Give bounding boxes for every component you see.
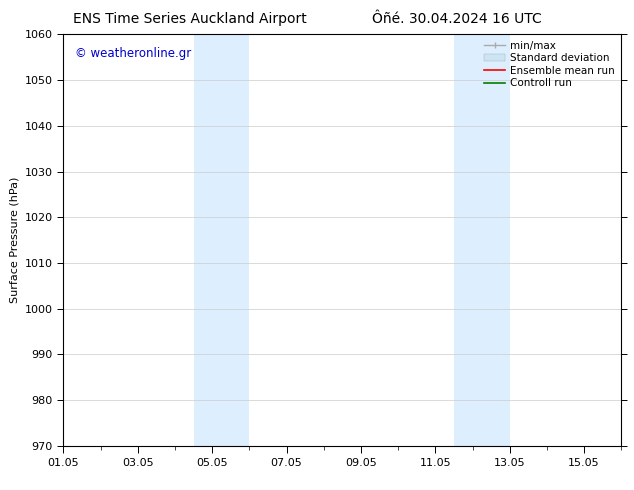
Text: © weatheronline.gr: © weatheronline.gr xyxy=(75,47,191,60)
Bar xyxy=(193,34,249,446)
Text: Ôñé. 30.04.2024 16 UTC: Ôñé. 30.04.2024 16 UTC xyxy=(372,12,541,26)
Y-axis label: Surface Pressure (hPa): Surface Pressure (hPa) xyxy=(10,177,19,303)
Bar xyxy=(454,34,510,446)
Text: ENS Time Series Auckland Airport: ENS Time Series Auckland Airport xyxy=(74,12,307,26)
Legend: min/max, Standard deviation, Ensemble mean run, Controll run: min/max, Standard deviation, Ensemble me… xyxy=(480,36,619,93)
